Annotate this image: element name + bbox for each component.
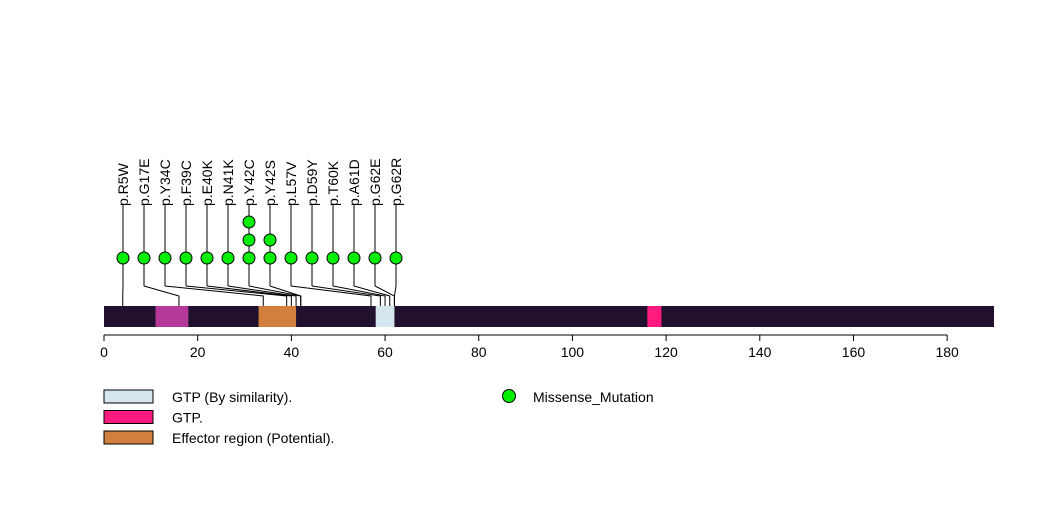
position-connector: [269, 285, 302, 306]
position-connector: [164, 285, 264, 306]
mutation-dot: [242, 215, 256, 229]
mutation-dot: [242, 251, 256, 265]
domain-segment-1: [258, 306, 297, 327]
mutation-dots: [116, 215, 403, 265]
legend-label: GTP (By similarity).: [172, 389, 292, 405]
position-connector: [332, 285, 386, 306]
x-tick-label: 80: [471, 344, 487, 360]
mutation-dot: [263, 251, 277, 265]
connector-lines: [122, 285, 397, 306]
x-tick-label: 160: [842, 344, 866, 360]
x-tick-label: 40: [284, 344, 300, 360]
mutation-label: p.F39C: [178, 160, 194, 206]
mutation-label: p.E40K: [199, 159, 215, 206]
legend-mutation-label: Missense_Mutation: [533, 389, 654, 405]
mutation-label: p.G62E: [367, 159, 383, 206]
position-connector: [290, 285, 372, 306]
position-connector: [311, 285, 381, 306]
mutation-dot: [179, 251, 193, 265]
protein-backbone-group: [104, 306, 994, 327]
legend-mutation-dot: [502, 389, 516, 403]
mutation-label: p.A61D: [346, 159, 362, 206]
mutation-dot: [137, 251, 151, 265]
domain-segment-2: [375, 306, 395, 327]
mutation-labels: p.R5W p.G17E p.Y34C p.F39C p.E40K p.N41K p.Y42…: [115, 158, 404, 206]
position-connector: [143, 285, 180, 306]
position-connector: [185, 285, 288, 306]
legend-swatch: [103, 410, 154, 424]
x-tick-label: 120: [654, 344, 678, 360]
x-axis: 0 20 40 60 80 100 120 140 160 180: [100, 334, 959, 360]
x-tick-label: 140: [748, 344, 772, 360]
x-tick-label: 100: [561, 344, 585, 360]
legend-swatch: [103, 389, 154, 404]
legend-swatch: [103, 430, 154, 445]
mutation-label: p.D59Y: [304, 159, 320, 206]
mutation-dot: [116, 251, 130, 265]
mutation-dot: [389, 251, 403, 265]
domain-segment-3: [647, 306, 662, 327]
x-tick-label: 20: [190, 344, 206, 360]
x-tick-label: 0: [100, 344, 108, 360]
mutation-dot: [347, 251, 361, 265]
position-connector: [353, 285, 391, 306]
mutation-dot: [158, 251, 172, 265]
mutation-dot: [326, 251, 340, 265]
mutation-dot: [284, 251, 298, 265]
legend-label: GTP.: [172, 410, 203, 426]
mutation-label: p.Y34C: [157, 159, 173, 206]
mutation-label: p.Y42C: [241, 159, 257, 206]
domain-segment-0: [155, 306, 189, 327]
mutation-dot: [305, 251, 319, 265]
position-connector: [206, 285, 292, 306]
mutation-dot: [221, 251, 235, 265]
position-connector: [393, 285, 397, 306]
x-tick-label: 60: [377, 344, 393, 360]
mutation-dot: [200, 251, 214, 265]
mutation-label: p.G17E: [136, 159, 152, 206]
mutation-label: p.G62R: [388, 158, 404, 206]
x-tick-label: 180: [935, 344, 959, 360]
mutation-label: p.Y42S: [262, 160, 278, 206]
mutation-dot: [242, 233, 256, 247]
legend: GTP (By similarity). GTP. Effector region …: [103, 389, 654, 446]
mutation-label: p.L57V: [283, 161, 299, 206]
mutation-dot: [368, 251, 382, 265]
legend-label: Effector region (Potential).: [172, 430, 334, 446]
mutation-label: p.N41K: [220, 159, 236, 206]
mutation-dot: [263, 233, 277, 247]
mutation-label: p.T60K: [325, 160, 341, 206]
position-connector: [227, 285, 297, 306]
mutation-label: p.R5W: [115, 162, 131, 206]
protein-backbone: [104, 306, 994, 327]
